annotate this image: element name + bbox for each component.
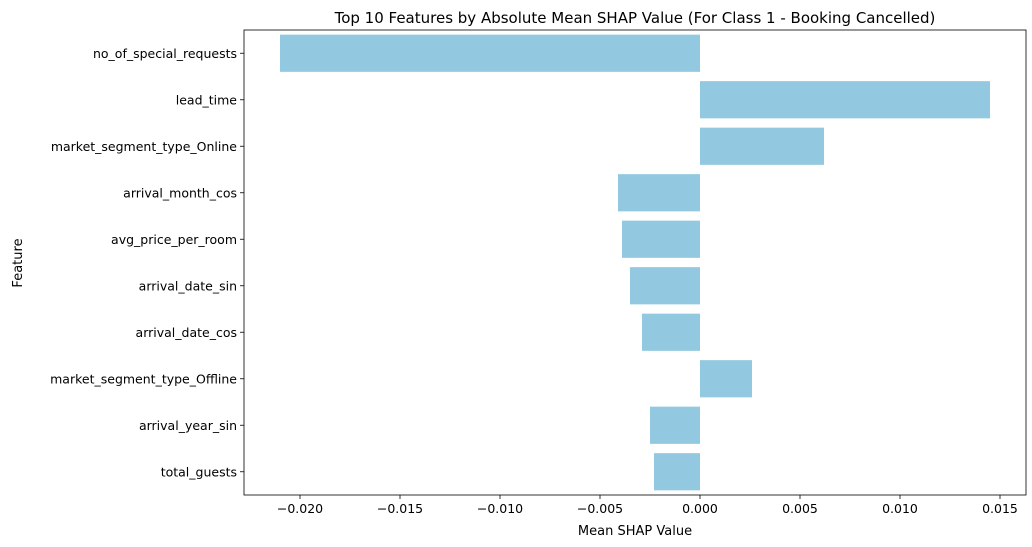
x-axis-ticks: −0.020 −0.015 −0.010 −0.005 0.000 0.005 0.010 0… [277,495,1018,516]
x-tick-label: 0.015 [982,501,1018,516]
bar-arrival-date-cos [642,313,700,351]
plot-frame [243,29,1027,496]
bar-total-guests [654,453,700,491]
bar-lead-time [700,81,990,119]
x-tick-label: −0.005 [577,501,623,516]
x-tick-label: −0.010 [477,501,523,516]
y-axis-label: Feature [11,238,26,287]
y-tick-label: no_of_special_requests [93,46,237,61]
y-tick-label: market_segment_type_Online [51,139,237,154]
bar-arrival-date-sin [630,267,700,305]
bar-arrival-year-sin [650,406,700,444]
x-tick-label: −0.020 [277,501,323,516]
x-axis-label: Mean SHAP Value [578,524,692,539]
x-tick-label: 0.010 [882,501,918,516]
chart-title: Top 10 Features by Absolute Mean SHAP Va… [334,9,936,27]
bar-avg-price-per-room [622,220,700,258]
bar-market-segment-type-Offline [700,360,752,398]
y-tick-label: total_guests [161,464,237,479]
bar-market-segment-type-Online [700,127,824,165]
y-tick-label: arrival_month_cos [123,185,237,200]
x-tick-label: 0.005 [782,501,818,516]
y-tick-label: lead_time [176,92,238,107]
x-tick-label: 0.000 [682,501,718,516]
bars-group [280,34,990,491]
y-tick-label: arrival_date_cos [136,325,237,340]
bar-no-of-special-requests [280,34,700,72]
y-tick-label: arrival_year_sin [139,418,237,433]
y-tick-label: market_segment_type_Offline [50,371,237,386]
y-tick-label: arrival_date_sin [139,278,237,293]
y-axis-ticks: no_of_special_requests lead_time market_se… [50,46,244,479]
x-tick-label: −0.015 [377,501,423,516]
bar-arrival-month-cos [618,174,700,212]
y-tick-label: avg_price_per_room [111,232,237,247]
